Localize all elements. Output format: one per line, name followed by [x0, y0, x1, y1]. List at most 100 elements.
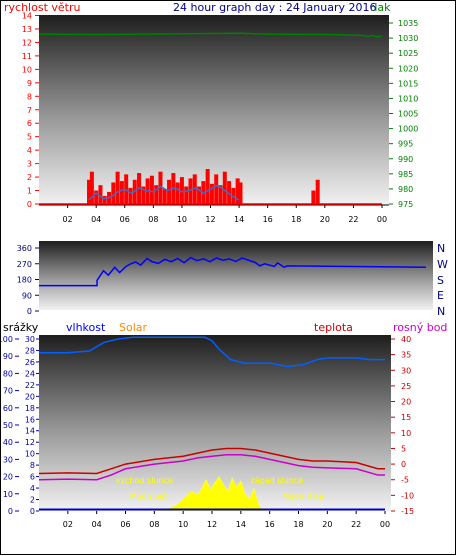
- temperature-y-tick-label: 5: [401, 444, 406, 453]
- rain-y-tick-label: 10: [3, 490, 13, 499]
- rain-y-tick-label: 60: [3, 404, 13, 413]
- pressure-axis-title: tlak: [370, 1, 391, 14]
- temperature-y-tick-label: 35: [401, 351, 411, 360]
- pressure-y-tick-label: 975: [398, 200, 413, 209]
- climate-x-tick-label: 16: [265, 520, 275, 529]
- compass-label: S: [437, 274, 444, 287]
- wind-direction-line: [39, 256, 427, 287]
- dewpoint-axis-title: rosný bod: [393, 321, 447, 334]
- pressure-y-tick-label: 1015: [398, 79, 418, 88]
- climate-x-tick-label: 04: [92, 520, 102, 529]
- compass-label: W: [437, 258, 448, 271]
- climate-x-tick-label: 14: [236, 520, 246, 529]
- wind-y-tick-label: 12: [22, 38, 32, 47]
- wind-y-tick-label: 14: [22, 12, 32, 21]
- compass-label: N: [437, 242, 445, 255]
- humidity-y-tick-label: 18: [25, 404, 35, 413]
- rain-y-tick-label: 40: [3, 438, 13, 447]
- wind-y-tick-label: 6: [27, 119, 32, 128]
- climate-x-tick-label: 00: [380, 520, 390, 529]
- dewpoint-line: [38, 453, 385, 481]
- climate-x-tick-label: 20: [322, 520, 332, 529]
- rain-y-tick-label: 50: [3, 421, 13, 430]
- wind-speed-axis-title: rychlost větru: [4, 1, 80, 14]
- rain-axis-title: srážky: [3, 321, 39, 334]
- rain-y-tick-label: 70: [3, 387, 13, 396]
- wind-x-tick-label: 22: [348, 215, 358, 224]
- pressure-y-tick-label: 1020: [398, 64, 418, 73]
- temperature-y-tick-label: -15: [401, 507, 414, 516]
- humidity-y-tick-label: 0: [30, 507, 35, 516]
- climate-x-tick-label: 08: [149, 520, 159, 529]
- humidity-y-tick-label: 4: [30, 484, 35, 493]
- temperature-y-tick-label: -5: [401, 476, 409, 485]
- humidity-axis-title: vlhkost: [66, 321, 106, 334]
- climate-x-tick-label: 02: [63, 520, 73, 529]
- temperature-y-tick-label: -10: [401, 491, 414, 500]
- humidity-y-tick-label: 30: [25, 335, 35, 344]
- temperature-y-tick-label: 0: [401, 460, 406, 469]
- rain-y-tick-label: 90: [3, 352, 13, 361]
- climate-x-tick-label: 10: [178, 520, 188, 529]
- pressure-y-tick-label: 990: [398, 155, 413, 164]
- wind-x-tick-label: 18: [291, 215, 301, 224]
- temperature-y-tick-label: 10: [401, 429, 411, 438]
- chart-marks: 0123456789101112131497598098599099510001…: [1, 12, 448, 530]
- wind-y-tick-label: 7: [27, 106, 32, 115]
- humidity-y-tick-label: 26: [25, 358, 35, 367]
- pressure-line: [38, 32, 383, 38]
- rain-y-tick-label: 80: [3, 369, 13, 378]
- rain-y-tick-label: 0: [8, 507, 13, 516]
- wind-y-tick-label: 11: [22, 52, 32, 61]
- chart-title: 24 hour graph day : 24 January 2016: [173, 1, 377, 14]
- wind-panel-plot-area: [39, 15, 389, 205]
- wind-x-tick-label: 14: [234, 215, 244, 224]
- wind-x-tick-label: 02: [62, 215, 72, 224]
- wind-y-tick-label: 5: [27, 133, 32, 142]
- humidity-y-tick-label: 20: [25, 392, 35, 401]
- humidity-y-tick-label: 22: [25, 381, 35, 390]
- solar-axis-title: Solar: [119, 321, 148, 334]
- wind-x-tick-label: 04: [91, 215, 101, 224]
- wind-x-tick-label: 12: [205, 215, 215, 224]
- direction-y-tick-label: 0: [27, 307, 32, 316]
- climate-x-tick-label: 12: [207, 520, 217, 529]
- solar-area: [154, 476, 282, 512]
- humidity-y-tick-label: 2: [30, 496, 35, 505]
- climate-panel-plot-area: [39, 335, 391, 511]
- wind-x-tick-label: 20: [320, 215, 330, 224]
- pressure-y-tick-label: 985: [398, 170, 413, 179]
- wind-y-tick-label: 9: [27, 79, 32, 88]
- pressure-y-tick-label: 995: [398, 140, 413, 149]
- temperature-line: [38, 447, 385, 475]
- pressure-y-tick-label: 1035: [398, 19, 418, 28]
- humidity-y-tick-label: 24: [25, 369, 35, 378]
- climate-x-tick-label: 22: [351, 520, 361, 529]
- direction-panel-plot-area: [39, 241, 433, 310]
- humidity-y-tick-label: 14: [25, 427, 35, 436]
- temperature-y-tick-label: 15: [401, 413, 411, 422]
- direction-y-tick-label: 180: [17, 276, 32, 285]
- compass-label: E: [437, 289, 444, 302]
- wind-x-tick-label: 16: [263, 215, 273, 224]
- wind-y-tick-label: 0: [27, 200, 32, 209]
- wind-x-tick-label: 06: [120, 215, 130, 224]
- direction-y-tick-label: 270: [17, 260, 32, 269]
- wind-x-tick-label: 10: [177, 215, 187, 224]
- temperature-axis-title: teplota: [314, 321, 353, 334]
- pressure-y-tick-label: 1025: [398, 49, 418, 58]
- wind-y-tick-label: 13: [22, 25, 32, 34]
- rain-y-tick-label: 30: [3, 455, 13, 464]
- pressure-y-tick-label: 1000: [398, 125, 418, 134]
- wind-y-tick-label: 10: [22, 65, 32, 74]
- wind-y-tick-label: 3: [27, 160, 32, 169]
- rain-y-tick-label: 100: [1, 335, 13, 344]
- humidity-y-tick-label: 6: [30, 473, 35, 482]
- temperature-y-tick-label: 20: [401, 398, 411, 407]
- humidity-y-tick-label: 12: [25, 438, 35, 447]
- humidity-y-tick-label: 8: [30, 461, 35, 470]
- humidity-y-tick-label: 10: [25, 450, 35, 459]
- wind-y-tick-label: 1: [27, 187, 32, 196]
